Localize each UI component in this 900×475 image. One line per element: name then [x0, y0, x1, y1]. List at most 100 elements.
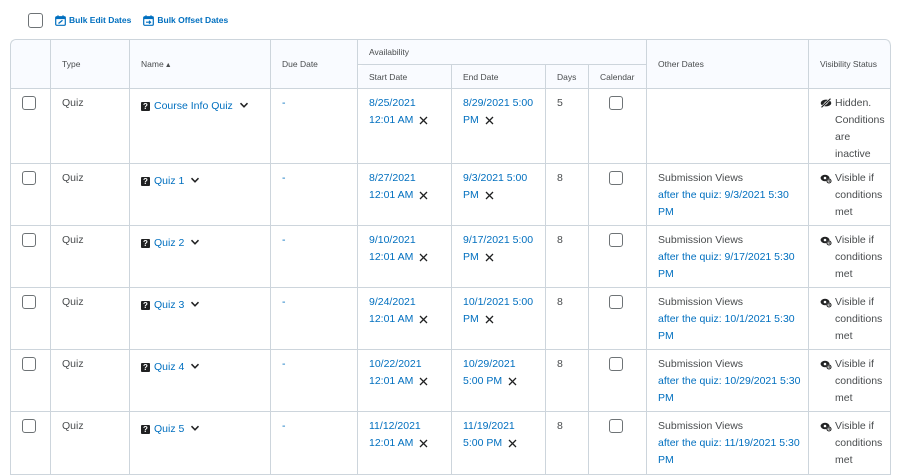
start-date-link[interactable]: 8/27/2021 [369, 172, 416, 184]
toolbar: Bulk Edit Dates Bulk Offset Dates [28, 9, 228, 31]
item-name-link[interactable]: Quiz 5 [154, 423, 185, 435]
calendar-checkbox[interactable] [609, 295, 623, 309]
clear-end-date-icon[interactable] [485, 315, 494, 324]
other-dates-link[interactable]: after the quiz: 9/3/2021 5:30 [658, 189, 789, 201]
end-date-cell: 9/3/2021 5:00 PM [452, 164, 546, 226]
table-row: Quiz ? Quiz 1 - 8/27/2021 12:01 AM 9/3/2… [11, 164, 892, 226]
other-dates-link[interactable]: after the quiz: 9/17/2021 5:30 [658, 251, 795, 263]
item-type: Quiz [62, 172, 84, 184]
row-select-checkbox[interactable] [22, 357, 36, 371]
end-date-link[interactable]: 11/19/2021 [463, 420, 515, 432]
end-time-link[interactable]: PM [463, 313, 479, 325]
item-name-link[interactable]: Quiz 4 [154, 361, 185, 373]
header-name[interactable]: Name▲ [130, 40, 271, 89]
end-time-link[interactable]: 5:00 PM [463, 437, 503, 449]
conditional-visibility-icon-wrap [820, 232, 835, 252]
clear-end-date-icon[interactable] [508, 439, 517, 448]
clear-start-date-icon[interactable] [419, 191, 428, 200]
select-all-checkbox[interactable] [28, 12, 43, 28]
clear-end-date-icon[interactable] [508, 377, 517, 386]
row-select-checkbox[interactable] [22, 419, 36, 433]
visibility-status: Visible if conditions met [835, 234, 883, 280]
end-date-link[interactable]: 10/1/2021 5:00 [463, 296, 534, 308]
start-time-link[interactable]: 12:01 AM [369, 114, 414, 126]
other-dates-link[interactable]: after the quiz: 11/19/2021 5:30 [658, 437, 800, 449]
other-dates-link-cont[interactable]: PM [658, 206, 674, 218]
bulk-offset-dates-button[interactable]: Bulk Offset Dates [143, 14, 228, 26]
clear-start-date-icon[interactable] [419, 253, 428, 262]
row-select-checkbox[interactable] [22, 233, 36, 247]
due-date-cell: - [271, 412, 358, 475]
chevron-down-icon[interactable] [190, 299, 200, 309]
clear-start-date-icon[interactable] [419, 377, 428, 386]
other-dates-label: Submission Views [658, 358, 744, 370]
end-time-link[interactable]: PM [463, 114, 479, 126]
row-select-checkbox[interactable] [22, 295, 36, 309]
calendar-checkbox[interactable] [609, 171, 623, 185]
chevron-down-icon[interactable] [190, 237, 200, 247]
days-cell: 8 [546, 412, 589, 475]
item-name-link[interactable]: Quiz 3 [154, 299, 185, 311]
end-time-link[interactable]: PM [463, 251, 479, 263]
chevron-down-icon[interactable] [239, 100, 249, 110]
due-date-link[interactable]: - [282, 234, 286, 246]
other-dates-link[interactable]: after the quiz: 10/1/2021 5:30 [658, 313, 795, 325]
table-row: Quiz ? Quiz 2 - 9/10/2021 12:01 AM 9/17/… [11, 226, 892, 288]
start-time-link[interactable]: 12:01 AM [369, 189, 414, 201]
other-dates-link-cont[interactable]: PM [658, 330, 674, 342]
row-select-checkbox[interactable] [22, 171, 36, 185]
row-select-cell [11, 226, 51, 288]
end-time-link[interactable]: PM [463, 189, 479, 201]
clear-end-date-icon[interactable] [485, 253, 494, 262]
header-select [11, 40, 51, 89]
due-date-link[interactable]: - [282, 358, 286, 370]
end-time-link[interactable]: 5:00 PM [463, 375, 503, 387]
chevron-down-icon[interactable] [190, 361, 200, 371]
clear-start-date-icon[interactable] [419, 315, 428, 324]
end-date-link[interactable]: 8/29/2021 5:00 [463, 97, 534, 109]
visibility-status: Visible if conditions met [835, 358, 883, 404]
calendar-cell [589, 288, 648, 350]
calendar-checkbox[interactable] [609, 233, 623, 247]
start-time-link[interactable]: 12:01 AM [369, 437, 414, 449]
header-availability: Availability [358, 40, 648, 65]
start-date-link[interactable]: 11/12/2021 [369, 420, 421, 432]
due-date-link[interactable]: - [282, 172, 286, 184]
calendar-checkbox[interactable] [609, 96, 623, 110]
name-cell: ? Quiz 4 [130, 350, 271, 412]
clear-end-date-icon[interactable] [485, 191, 494, 200]
row-select-checkbox[interactable] [22, 96, 36, 110]
due-date-link[interactable]: - [282, 420, 286, 432]
other-dates-link-cont[interactable]: PM [658, 392, 674, 404]
item-name-link[interactable]: Course Info Quiz [154, 100, 233, 112]
start-time-link[interactable]: 12:01 AM [369, 313, 414, 325]
clear-start-date-icon[interactable] [419, 116, 428, 125]
bulk-edit-dates-button[interactable]: Bulk Edit Dates [55, 14, 131, 26]
start-time-link[interactable]: 12:01 AM [369, 375, 414, 387]
start-date-link[interactable]: 9/24/2021 [369, 296, 416, 308]
other-dates-link[interactable]: after the quiz: 10/29/2021 5:30 [658, 375, 801, 387]
chevron-down-icon[interactable] [190, 175, 200, 185]
due-date-link[interactable]: - [282, 296, 286, 308]
chevron-down-icon[interactable] [190, 423, 200, 433]
end-date-link[interactable]: 9/17/2021 5:00 [463, 234, 534, 246]
start-date-link[interactable]: 10/22/2021 [369, 358, 422, 370]
clear-start-date-icon[interactable] [419, 439, 428, 448]
due-date-cell: - [271, 288, 358, 350]
other-dates-link-cont[interactable]: PM [658, 268, 674, 280]
calendar-checkbox[interactable] [609, 419, 623, 433]
due-date-link[interactable]: - [282, 97, 286, 109]
clear-end-date-icon[interactable] [485, 116, 494, 125]
calendar-cell [589, 226, 648, 288]
start-time-link[interactable]: 12:01 AM [369, 251, 414, 263]
table-row: Quiz ? Quiz 5 - 11/12/2021 12:01 AM 11/1… [11, 412, 892, 475]
name-cell: ? Quiz 3 [130, 288, 271, 350]
start-date-link[interactable]: 8/25/2021 [369, 97, 416, 109]
item-name-link[interactable]: Quiz 1 [154, 175, 185, 187]
start-date-link[interactable]: 9/10/2021 [369, 234, 416, 246]
other-dates-link-cont[interactable]: PM [658, 454, 674, 466]
end-date-link[interactable]: 10/29/2021 [463, 358, 516, 370]
item-name-link[interactable]: Quiz 2 [154, 237, 185, 249]
calendar-checkbox[interactable] [609, 357, 623, 371]
end-date-link[interactable]: 9/3/2021 5:00 [463, 172, 528, 184]
